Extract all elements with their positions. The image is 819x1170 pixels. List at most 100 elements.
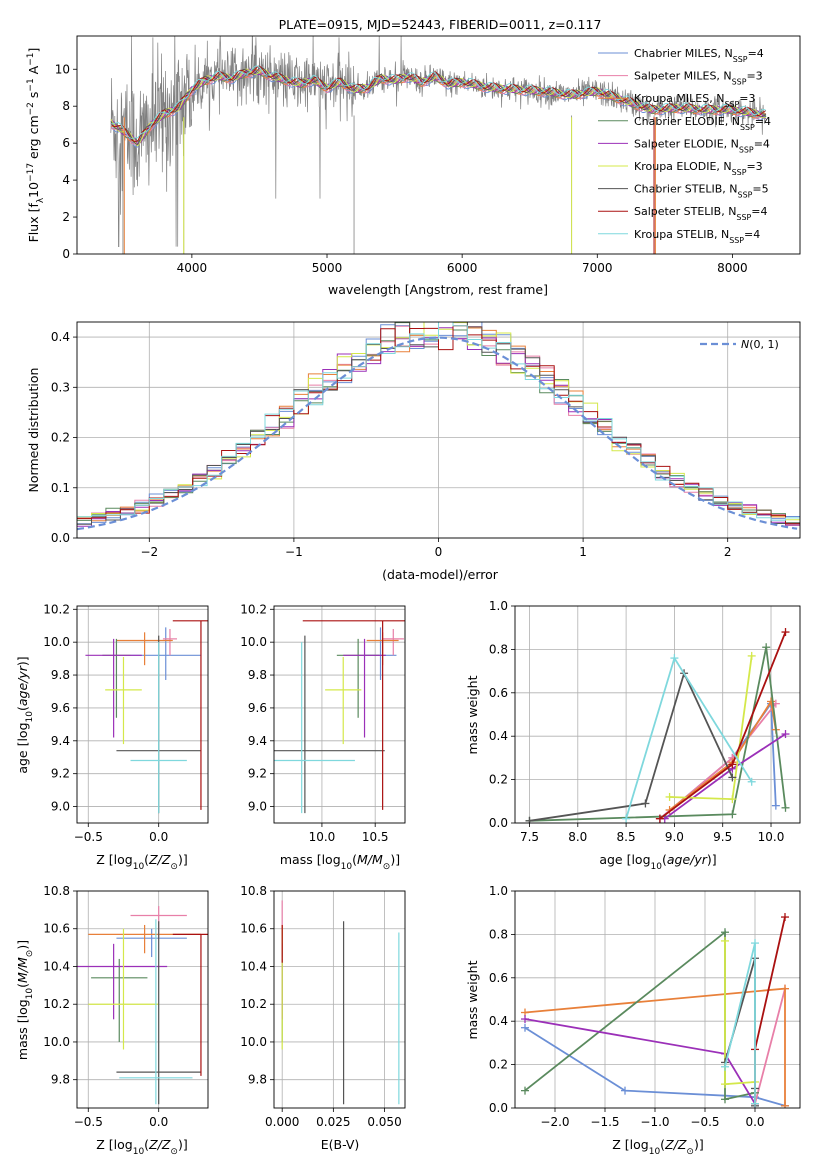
errorbar-point [274,642,355,814]
x-tick-label: 0.025 [316,1115,350,1129]
x-tick-label: 2 [724,545,732,559]
weight-marker [655,814,664,823]
weight-marker [728,760,737,769]
x-tick-label: 0.000 [265,1115,299,1129]
x-tick-label: 0.050 [367,1115,401,1129]
x-axis-label: (data-model)/error [382,567,499,582]
y-tick-label: 9.8 [248,1073,267,1087]
y-tick-label: 9.6 [51,701,70,715]
weight-marker [751,939,759,948]
plot-area [77,906,208,1105]
errorbar-point [130,642,187,814]
y-tick-label: 1.0 [489,884,508,898]
y-tick-label: 10.4 [240,959,267,973]
weight-line [669,699,777,811]
errorbar-point [382,629,404,656]
errorbar-point [302,620,405,810]
x-axis-label: Z [log10(Z/Z⊙)] [96,1137,187,1157]
weight-marker [665,792,674,801]
y-tick-label: 10 [55,62,70,76]
x-tick-label: −1.5 [590,1115,619,1129]
y-tick-label: 4 [62,173,70,187]
weight-marker [621,1086,629,1095]
x-tick-label: 5000 [312,261,343,275]
axes-mass_vs_Z: −0.5 0.0 9.8 10.0 10.2 10.4 10.6 10.8 [43,884,209,1129]
y-tick-label: 9.6 [248,701,267,715]
errorbar-point [364,627,397,680]
errorbar-point [119,919,193,1105]
axes-frame [76,35,801,255]
x-tick-label: 0.0 [149,830,168,844]
errorbar-point [77,943,168,1020]
weight-marker [641,799,650,808]
errorbar-point [85,638,142,738]
errorbar-point [88,928,159,1050]
y-tick-label: 9.4 [51,734,70,748]
weight-marker [521,1086,529,1095]
y-tick-label: 10.8 [240,884,267,898]
x-tick-label: −1.0 [640,1115,669,1129]
weight-line [754,988,786,1104]
axes-weight_vs_age: 7.5 8.0 8.5 9.0 9.5 10.0 0.0 0.2 0.4 0.6 0.8 1.0 [489,599,801,844]
axes-frame [76,605,209,824]
weight-marker [728,810,737,819]
y-tick-label: 10.2 [240,602,267,616]
y-tick-label: 9.8 [51,1073,70,1087]
weight-marker [767,697,776,706]
legend-label: Chabrier ELODIE, NSSP=4 [634,115,771,132]
x-tick-label: −1 [285,545,303,559]
y-axis-label: age [log10(age/yr)] [15,656,35,773]
y-tick-label: 0.0 [51,531,70,545]
x-axis-label: Z [log10(Z/Z⊙)] [96,852,187,872]
y-tick-label: 10.2 [43,602,70,616]
y-tick-label: 0.6 [489,686,508,700]
weight-marker [747,651,756,660]
weight-marker [521,1015,529,1024]
weight-marker [781,730,790,739]
weight-line [754,916,786,1104]
y-tick-label: 0 [62,247,70,261]
x-axis-label: Z [log10(Z/Z⊙)] [612,1137,703,1157]
axes-frame [273,890,406,1109]
weight-marker [721,1062,729,1071]
weight-marker [670,654,679,663]
y-tick-label: 0.2 [489,773,508,787]
weight-marker [751,1099,759,1108]
x-tick-label: 10.0 [309,830,336,844]
errorbar-point [105,656,142,745]
errorbar-point [88,924,201,954]
errorbar-point [102,638,131,718]
weight-marker [781,913,789,922]
y-axis-label: mass weight [465,675,480,754]
y-tick-label: 0.2 [51,431,70,445]
x-tick-label: 8.5 [617,830,636,844]
y-tick-label: 10.6 [240,922,267,936]
x-tick-label: 7000 [582,261,613,275]
x-tick-label: −0.5 [690,1115,719,1129]
legend-label: Chabrier STELIB, NSSP=5 [634,183,769,200]
errorbar-point [130,627,201,680]
y-tick-label: 0.4 [489,1014,508,1028]
legend-label: Kroupa ELODIE, NSSP=3 [634,160,763,177]
x-tick-label: 0.0 [149,1115,168,1129]
legend-label: Chabrier MILES, NSSP=4 [634,47,764,64]
axes-weight_vs_Z: −2.0 −1.5 −1.0 −0.5 0.0 0.0 0.2 0.4 0.6 0.8 1.0 [489,884,801,1129]
x-tick-label: −0.5 [74,830,103,844]
errorbar-point [172,620,208,810]
model-line-salpeter_stelib [110,65,767,142]
x-axis-label: age [log10(age/yr)] [599,852,716,872]
y-tick-label: 6 [62,136,70,150]
x-tick-label: 9.5 [713,830,732,844]
weight-marker [728,773,737,782]
legend: N(0, 1) [700,338,779,351]
x-tick-label: 4000 [177,261,208,275]
x-tick-label: 9.0 [665,830,684,844]
x-tick-label: 7.5 [520,830,539,844]
weight-marker [771,801,780,810]
y-tick-label: 10.6 [43,922,70,936]
axes-frame [76,890,209,1109]
plot-area [521,913,789,1108]
weight-marker [721,928,729,937]
x-tick-label: 10.0 [758,830,785,844]
y-tick-label: 10.0 [43,1035,70,1049]
